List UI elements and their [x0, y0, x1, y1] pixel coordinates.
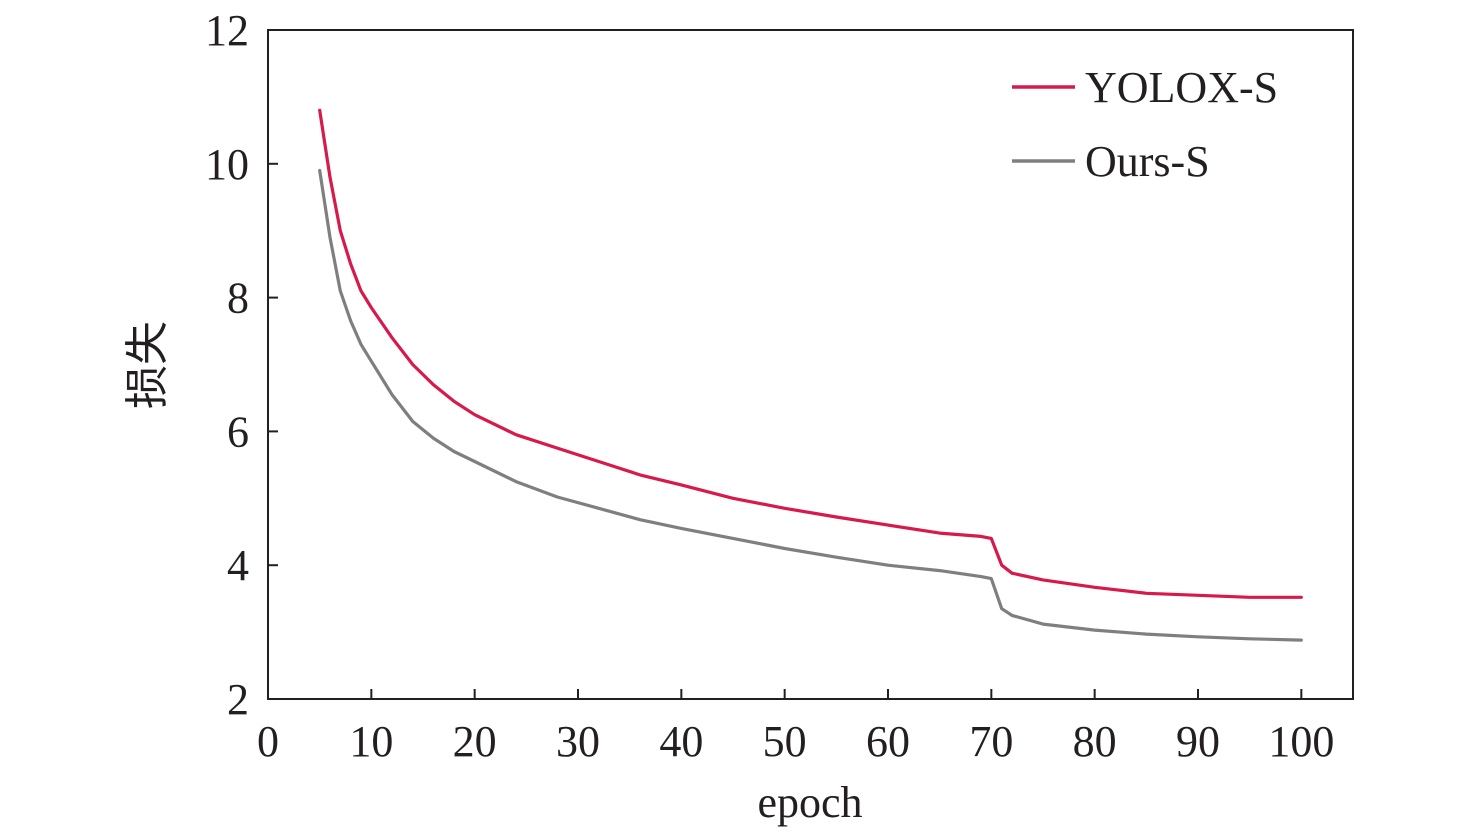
- x-tick-label: 80: [1073, 717, 1117, 766]
- x-tick-label: 0: [257, 717, 279, 766]
- x-tick-label: 10: [349, 717, 393, 766]
- series-layer: [318, 108, 1303, 642]
- x-tick-label: 60: [866, 717, 910, 766]
- x-tick-label: 20: [453, 717, 497, 766]
- x-axis: 0 10 20 30 40 50 60 70 80 90 100: [257, 689, 1334, 766]
- y-tick-label: 2: [227, 675, 249, 724]
- x-tick-label: 90: [1176, 717, 1220, 766]
- series-line-ours-s: [318, 168, 1303, 642]
- plot-frame: [267, 29, 1354, 700]
- series-line-yolox-s: [318, 108, 1303, 599]
- y-axis-title: 损失: [123, 321, 172, 409]
- y-tick-label: 4: [227, 541, 249, 590]
- legend-label-ours-s: Ours-S: [1085, 137, 1210, 186]
- y-tick-label: 6: [227, 407, 249, 456]
- y-tick-label: 10: [205, 140, 249, 189]
- x-tick-label: 30: [556, 717, 600, 766]
- legend-label-yolox-s: YOLOX-S: [1085, 63, 1278, 112]
- x-tick-label: 50: [763, 717, 807, 766]
- x-tick-label: 70: [969, 717, 1013, 766]
- legend: YOLOX-S Ours-S: [1012, 63, 1278, 186]
- x-tick-label: 40: [659, 717, 703, 766]
- y-tick-label: 8: [227, 274, 249, 323]
- y-axis: 2 4 6 8 10 12: [205, 6, 278, 724]
- y-tick-label: 12: [205, 6, 249, 55]
- x-axis-title: epoch: [757, 778, 862, 827]
- x-tick-label: 100: [1268, 717, 1334, 766]
